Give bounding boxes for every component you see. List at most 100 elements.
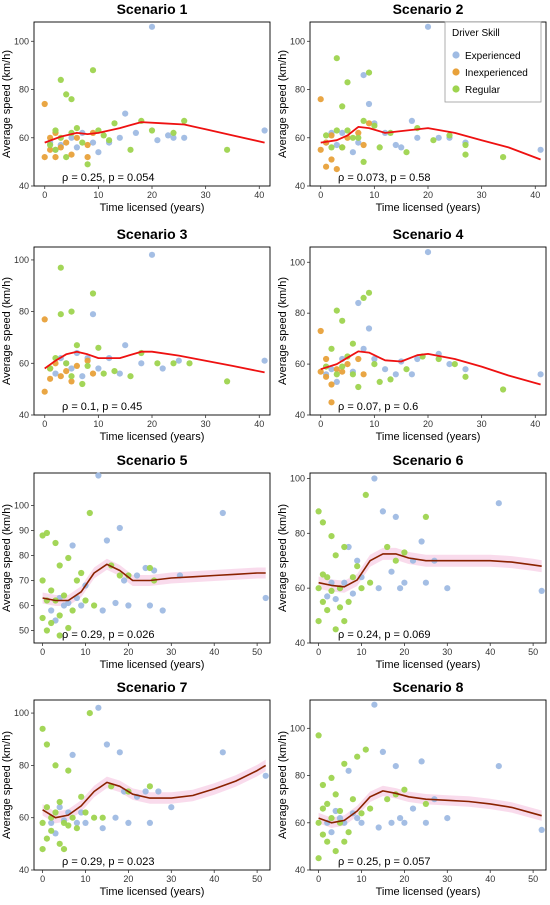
point-regular: [43, 835, 51, 842]
point-regular: [462, 151, 469, 158]
point-experienced: [99, 607, 106, 614]
point-regular: [39, 577, 46, 584]
point-experienced: [89, 311, 97, 318]
point-experienced: [371, 475, 378, 482]
point-experienced: [79, 373, 86, 380]
x-tick-label: 20: [147, 190, 157, 200]
point-experienced: [159, 607, 166, 614]
point-experienced: [168, 804, 175, 811]
point-regular: [324, 607, 331, 614]
point-regular: [125, 572, 132, 579]
point-regular: [52, 146, 59, 153]
point-regular: [328, 815, 335, 822]
point-inexperienced: [47, 375, 54, 382]
point-inexperienced: [328, 381, 335, 388]
y-tick-label: 60: [19, 601, 29, 611]
point-experienced: [65, 599, 72, 607]
point-inexperienced: [355, 129, 362, 136]
point-regular: [371, 122, 378, 129]
point-experienced: [328, 579, 335, 586]
y-tick-label: 80: [19, 760, 29, 770]
y-tick-label: 60: [295, 359, 305, 369]
point-regular: [360, 117, 367, 124]
point-inexperienced: [323, 355, 330, 363]
y-axis-label-7: Average speed (km/h): [1, 731, 13, 839]
point-regular: [349, 371, 356, 378]
y-axis-label-5: Average speed (km/h): [1, 504, 13, 612]
stats-annotation-5: ρ = 0.29, p = 0.026: [62, 629, 155, 641]
point-experienced: [89, 139, 97, 146]
point-experienced: [444, 585, 451, 592]
point-regular: [154, 360, 161, 367]
point-experienced: [537, 371, 544, 378]
y-tick-label: 40: [19, 181, 29, 191]
point-experienced: [69, 751, 76, 759]
point-regular: [48, 587, 55, 594]
legend-marker-inexperienced: [452, 68, 460, 76]
y-tick-label: 100: [290, 473, 305, 483]
point-regular: [100, 132, 107, 139]
point-experienced: [365, 325, 373, 332]
x-tick-label: 30: [477, 419, 487, 429]
point-regular: [116, 572, 123, 579]
point-experienced: [424, 23, 432, 30]
point-regular: [57, 311, 64, 318]
point-experienced: [78, 602, 85, 609]
point-inexperienced: [63, 368, 70, 375]
y-axis-label-8: Average speed (km/h): [277, 731, 289, 839]
point-regular: [344, 79, 351, 86]
legend-title: Driver Skill: [452, 28, 500, 39]
point-regular: [146, 783, 153, 790]
x-tick-label: 30: [166, 874, 176, 884]
point-regular: [127, 373, 134, 380]
point-experienced: [121, 577, 128, 584]
point-experienced: [388, 819, 395, 826]
point-regular: [68, 308, 75, 315]
point-experienced: [116, 749, 123, 756]
x-tick-label: 40: [209, 874, 219, 884]
point-regular: [43, 741, 51, 748]
x-tick-label: 10: [93, 419, 103, 429]
stats-annotation-2: ρ = 0.073, p = 0.58: [338, 172, 431, 184]
y-tick-label: 100: [290, 723, 305, 733]
point-regular: [82, 809, 89, 816]
point-experienced: [401, 579, 408, 586]
point-regular: [315, 585, 322, 592]
point-regular: [371, 361, 378, 368]
point-regular: [344, 127, 351, 134]
point-regular: [319, 598, 326, 606]
point-regular: [106, 137, 113, 144]
point-regular: [339, 103, 346, 110]
point-regular: [48, 619, 55, 627]
x-tick-label: 40: [254, 419, 264, 429]
point-experienced: [125, 819, 132, 827]
point-experienced: [414, 134, 421, 141]
point-regular: [500, 154, 507, 161]
point-experienced: [392, 513, 399, 521]
trend-line: [318, 790, 542, 824]
x-tick-label: 50: [528, 647, 538, 657]
y-tick-label: 60: [19, 813, 29, 823]
point-experienced: [392, 141, 399, 149]
point-experienced: [365, 100, 373, 108]
chart-title-3: Scenario 3: [117, 226, 188, 242]
point-regular: [336, 604, 344, 611]
point-regular: [392, 557, 399, 564]
point-inexperienced: [63, 139, 70, 146]
point-experienced: [73, 144, 80, 151]
y-tick-label: 100: [14, 36, 29, 46]
point-regular: [354, 753, 361, 760]
x-tick-label: 10: [369, 419, 379, 429]
point-regular: [362, 746, 369, 753]
point-inexperienced: [317, 327, 324, 335]
trend-confidence-band: [318, 785, 542, 828]
point-experienced: [165, 132, 172, 139]
y-tick-label: 60: [19, 358, 29, 368]
point-experienced: [56, 804, 63, 811]
point-regular: [332, 791, 339, 798]
point-regular: [315, 618, 322, 625]
point-experienced: [397, 815, 404, 822]
point-experienced: [358, 819, 365, 826]
y-tick-label: 40: [19, 410, 29, 420]
stats-annotation-6: ρ = 0.24, p = 0.069: [338, 629, 431, 641]
